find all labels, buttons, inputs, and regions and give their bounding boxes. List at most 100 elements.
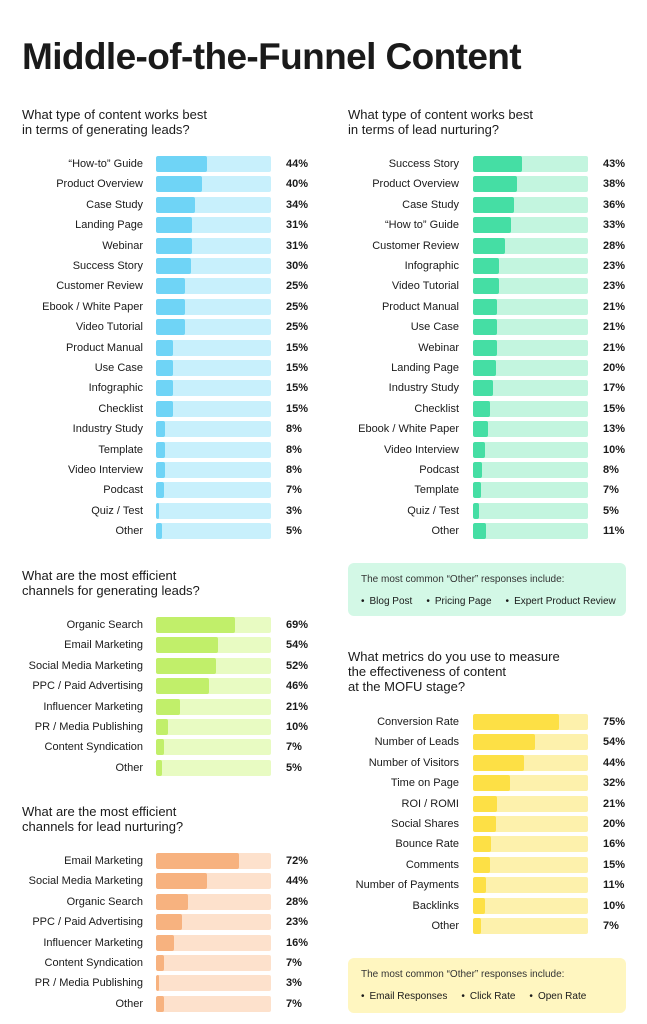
bar [156, 360, 174, 376]
bar [473, 441, 485, 458]
bar-track [473, 775, 588, 792]
bar-track [473, 523, 588, 540]
bar [156, 975, 160, 992]
bar-track [473, 217, 588, 234]
value-label: 25% [286, 300, 309, 313]
note-heading: The most common “Other” responses includ… [361, 969, 565, 980]
bar-row: Ebook / White Paper 25% [22, 298, 316, 315]
bar [156, 995, 165, 1012]
bar-row: Social Shares 20% [348, 816, 633, 832]
value-label: 15% [603, 858, 626, 871]
category-label: Video Interview [383, 443, 459, 456]
value-label: 8% [286, 443, 302, 456]
value-label: 25% [286, 321, 309, 334]
value-label: 16% [286, 936, 309, 949]
bar-row: Social Media Marketing 44% [22, 873, 316, 890]
bar-track [156, 657, 271, 674]
bar [473, 754, 524, 771]
bar [473, 877, 486, 894]
bar-track [156, 719, 271, 735]
value-label: 7% [286, 957, 302, 969]
category-label: “How to” Guide [385, 219, 459, 232]
value-label: 11% [603, 525, 625, 538]
bar-row: Video Interview 8% [22, 462, 316, 478]
bar [473, 156, 523, 172]
category-label: Industry Study [72, 423, 143, 436]
category-label: PR / Media Publishing [34, 721, 143, 733]
bar [473, 298, 498, 315]
bar-row: Influencer Marketing 21% [22, 698, 316, 715]
bar-row: Backlinks 10% [348, 897, 633, 914]
category-label: Customer Review [372, 239, 459, 252]
value-label: 7% [603, 484, 619, 497]
bar [156, 678, 209, 695]
category-label: Conversion Rate [377, 716, 459, 728]
bar-row: Customer Review 25% [22, 278, 316, 295]
bar [156, 400, 174, 417]
value-label: 5% [286, 761, 302, 774]
bar-track [156, 196, 271, 213]
bar [156, 502, 160, 519]
category-label: Quiz / Test [91, 504, 143, 517]
bar-track [156, 462, 271, 478]
category-label: Checklist [414, 402, 459, 415]
page-title: Middle-of-the-Funnel Content [22, 36, 522, 77]
chart-title: What are the most efficient channels for… [22, 804, 184, 834]
category-label: Template [414, 484, 459, 497]
bar-row: Webinar 31% [22, 237, 316, 254]
category-label: Backlinks [412, 899, 459, 912]
bar-track [156, 278, 271, 295]
bar-track [156, 360, 271, 376]
value-label: 16% [603, 838, 626, 851]
bar-track [473, 421, 588, 438]
bar-track [156, 678, 271, 695]
bar [156, 196, 196, 213]
bar-row: Checklist 15% [22, 400, 316, 417]
value-label: 54% [286, 639, 309, 652]
bar [156, 462, 166, 478]
category-label: PPC / Paid Advertising [32, 916, 143, 929]
bar [156, 278, 185, 295]
value-label: 23% [603, 280, 626, 293]
bar-track [473, 298, 588, 315]
bar-row: Other 7% [348, 918, 633, 934]
bar-row: Infographic 15% [22, 380, 316, 397]
bar-row: Podcast 8% [348, 462, 633, 478]
category-label: Infographic [88, 382, 143, 395]
bar-track [473, 441, 588, 458]
bar-track [473, 897, 588, 914]
bar [156, 380, 174, 397]
bar [156, 339, 174, 356]
bar-track [473, 400, 588, 417]
category-label: Product Manual [65, 341, 143, 354]
bar [473, 400, 491, 417]
category-label: Number of Payments [355, 879, 459, 892]
value-label: 10% [286, 721, 309, 733]
category-label: Ebook / White Paper [42, 300, 143, 313]
chart-mofu-metrics: What metrics do you use to measure the e… [348, 649, 638, 944]
bar-row: Success Story 43% [348, 156, 633, 172]
category-label: Video Tutorial [75, 321, 143, 334]
chart-title: What are the most efficient channels for… [22, 568, 200, 598]
chart-title: What type of content works best in terms… [348, 107, 533, 137]
value-label: 20% [603, 818, 626, 830]
category-label: Comments [405, 858, 459, 871]
value-label: 28% [286, 895, 309, 908]
category-label: Social Media Marketing [28, 875, 143, 888]
bar [156, 298, 185, 315]
bar-track [473, 462, 588, 478]
note-item: Pricing Page [426, 596, 492, 607]
category-label: Organic Search [66, 895, 143, 908]
bar-track [156, 739, 271, 756]
bar-track [473, 754, 588, 771]
category-label: Webinar [102, 239, 143, 252]
bar-row: Product Overview 40% [22, 176, 316, 193]
value-label: 21% [603, 300, 626, 313]
bar-track [473, 836, 588, 853]
bar-track [473, 714, 588, 730]
chart-content-generating-leads: What type of content works best in terms… [22, 107, 312, 547]
bar-track [156, 975, 271, 992]
category-label: Number of Visitors [368, 756, 459, 769]
bar-track [156, 698, 271, 715]
bar-row: PR / Media Publishing 3% [22, 975, 316, 992]
